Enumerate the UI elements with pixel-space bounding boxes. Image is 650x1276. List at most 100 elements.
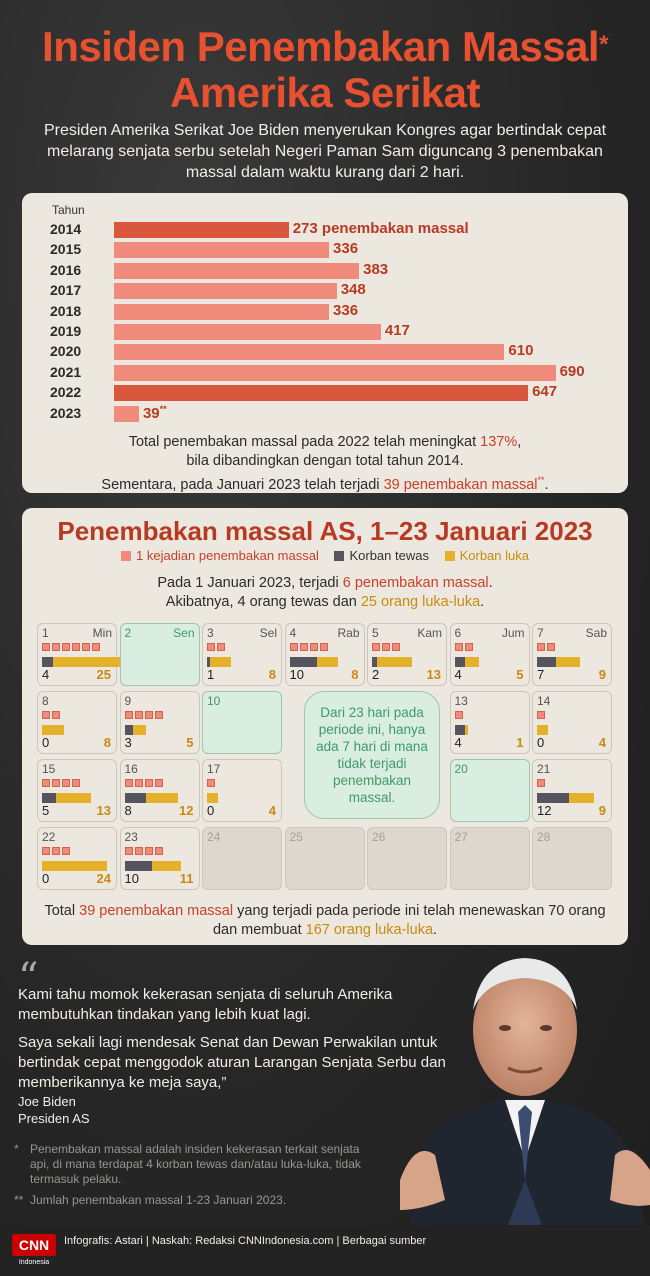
incident-square (537, 643, 545, 651)
day-number: 15 (42, 762, 56, 776)
total-text: yang terjadi pada periode ini telah mene… (212, 903, 606, 938)
incident-square (144, 779, 153, 787)
year-label-2021: 2021 (50, 363, 82, 380)
year-label-2014: 2014 (50, 221, 82, 237)
bar-2014 (114, 222, 289, 238)
footnote-1: * Penembakan massal adalah insiden kekera… (14, 1142, 374, 1187)
day-number: 28 (537, 830, 551, 844)
calendar-day-10: 10 (202, 691, 282, 754)
calendar-day-17: 17 0 4 (202, 759, 282, 822)
dead-swatch (334, 550, 345, 561)
quote-mark-icon: “ (18, 955, 39, 1001)
title-line-2: Amerika Serikat (169, 69, 481, 116)
dead-count: 3 (124, 735, 132, 750)
incident-square (52, 711, 60, 719)
incident-square (144, 711, 153, 719)
incident-squares (537, 643, 555, 651)
year-label-2015: 2015 (50, 241, 82, 258)
incident-squares (537, 779, 545, 787)
incident-squares (207, 779, 215, 787)
day-number: 22 (42, 830, 56, 844)
injured-count: 5 (186, 735, 194, 750)
title-line-1: Insiden Penembakan Massal (42, 23, 600, 70)
quote: Kami tahu momok kekerasan senjata di sel… (18, 985, 458, 1101)
day-number: 26 (372, 830, 386, 844)
day-number: 2 (124, 626, 132, 640)
incident-square (52, 779, 60, 787)
title-asterisk: * (599, 31, 608, 58)
incident-square (309, 643, 318, 651)
intro-highlight: 6 penembakan massal (342, 575, 489, 591)
day-name: Min (92, 626, 112, 640)
incident-square (42, 779, 50, 787)
day-number: 16 (124, 762, 138, 776)
incident-square (372, 643, 380, 651)
incident-square (42, 711, 50, 719)
incident-swatch (121, 550, 131, 561)
dead-count: 4 (454, 735, 462, 750)
incident-square (52, 643, 60, 651)
incident-square (547, 643, 555, 651)
y-axis-label: Tahun (52, 203, 85, 217)
legend-injured-label: Korban luka (459, 548, 529, 563)
injured-count: 11 (179, 871, 194, 886)
legend-dead: Korban tewas (334, 548, 429, 563)
calendar-day-15: 15 5 13 (37, 759, 117, 822)
calendar-day-4: 4 Rab 10 8 (284, 623, 365, 686)
injured-bar (465, 725, 468, 735)
victim-bars (537, 657, 581, 667)
injured-bar (377, 657, 413, 667)
incident-square (537, 779, 545, 787)
note-text: , (517, 434, 522, 450)
intro-highlight: 25 orang luka-luka (360, 594, 481, 610)
footer: CNN Indonesia Infografis: Astari | Naska… (0, 1226, 650, 1276)
injured-count: 5 (516, 667, 524, 682)
year-label-2016: 2016 (50, 261, 82, 278)
calendar-day-24: 24 (202, 827, 282, 890)
injured-bar (465, 657, 479, 667)
footnote-2: ** Jumlah penembakan massal 1-23 Januari … (14, 1193, 374, 1208)
calendar-day-23: 23 10 11 (119, 827, 200, 890)
incident-squares (207, 643, 225, 651)
page-title: Insiden Penembakan Massal* Amerika Serik… (0, 24, 650, 116)
victim-bars (289, 657, 339, 667)
dead-bar (537, 793, 570, 803)
injured-count: 8 (103, 735, 111, 750)
legend-incident: 1 kejadian penembakan massal (121, 548, 319, 563)
injured-bar (316, 657, 339, 667)
incident-square (124, 847, 133, 855)
dead-count: 4 (454, 667, 462, 682)
calendar-grid: 1 Min 4 25 2 Sen 3 Sel 1 8 4 Rab 10 8 5 Kam 2 13 6 Jum 4 5 7 Sa… (37, 623, 612, 893)
incident-square (72, 643, 80, 651)
bar-value-2016: 383 (363, 260, 389, 278)
cnn-logo: CNN Indonesia (12, 1234, 56, 1266)
incident-squares (42, 779, 80, 787)
bar-2017 (114, 283, 337, 300)
calendar-intro: Pada 1 Januari 2023, terjadi 6 penembaka… (42, 574, 608, 612)
speaker-name: Joe Biden (18, 1094, 76, 1109)
victim-bars (537, 793, 594, 803)
calendar-day-28: 28 (532, 827, 612, 890)
intro-text: Pada 1 Januari 2023, terjadi (157, 575, 343, 591)
bar-value-2015: 336 (333, 240, 359, 258)
victim-bars (42, 793, 91, 803)
incident-square (62, 779, 70, 787)
victim-bars (42, 657, 121, 667)
injured-bar (146, 793, 179, 803)
day-number: 17 (207, 762, 221, 776)
dead-count: 1 (207, 667, 215, 682)
incident-squares (537, 711, 545, 719)
incident-squares (454, 711, 463, 719)
injured-bar (42, 725, 64, 735)
day-number: 24 (207, 830, 221, 844)
bar-2019 (114, 324, 381, 340)
incident-squares (124, 847, 163, 855)
incident-square (154, 779, 163, 787)
day-name: Kam (417, 626, 442, 640)
dead-count: 0 (207, 803, 215, 818)
incident-square (454, 643, 463, 651)
injured-bar (52, 657, 121, 667)
day-number: 10 (207, 694, 221, 708)
incident-squares (42, 643, 100, 651)
day-number: 8 (42, 694, 49, 708)
